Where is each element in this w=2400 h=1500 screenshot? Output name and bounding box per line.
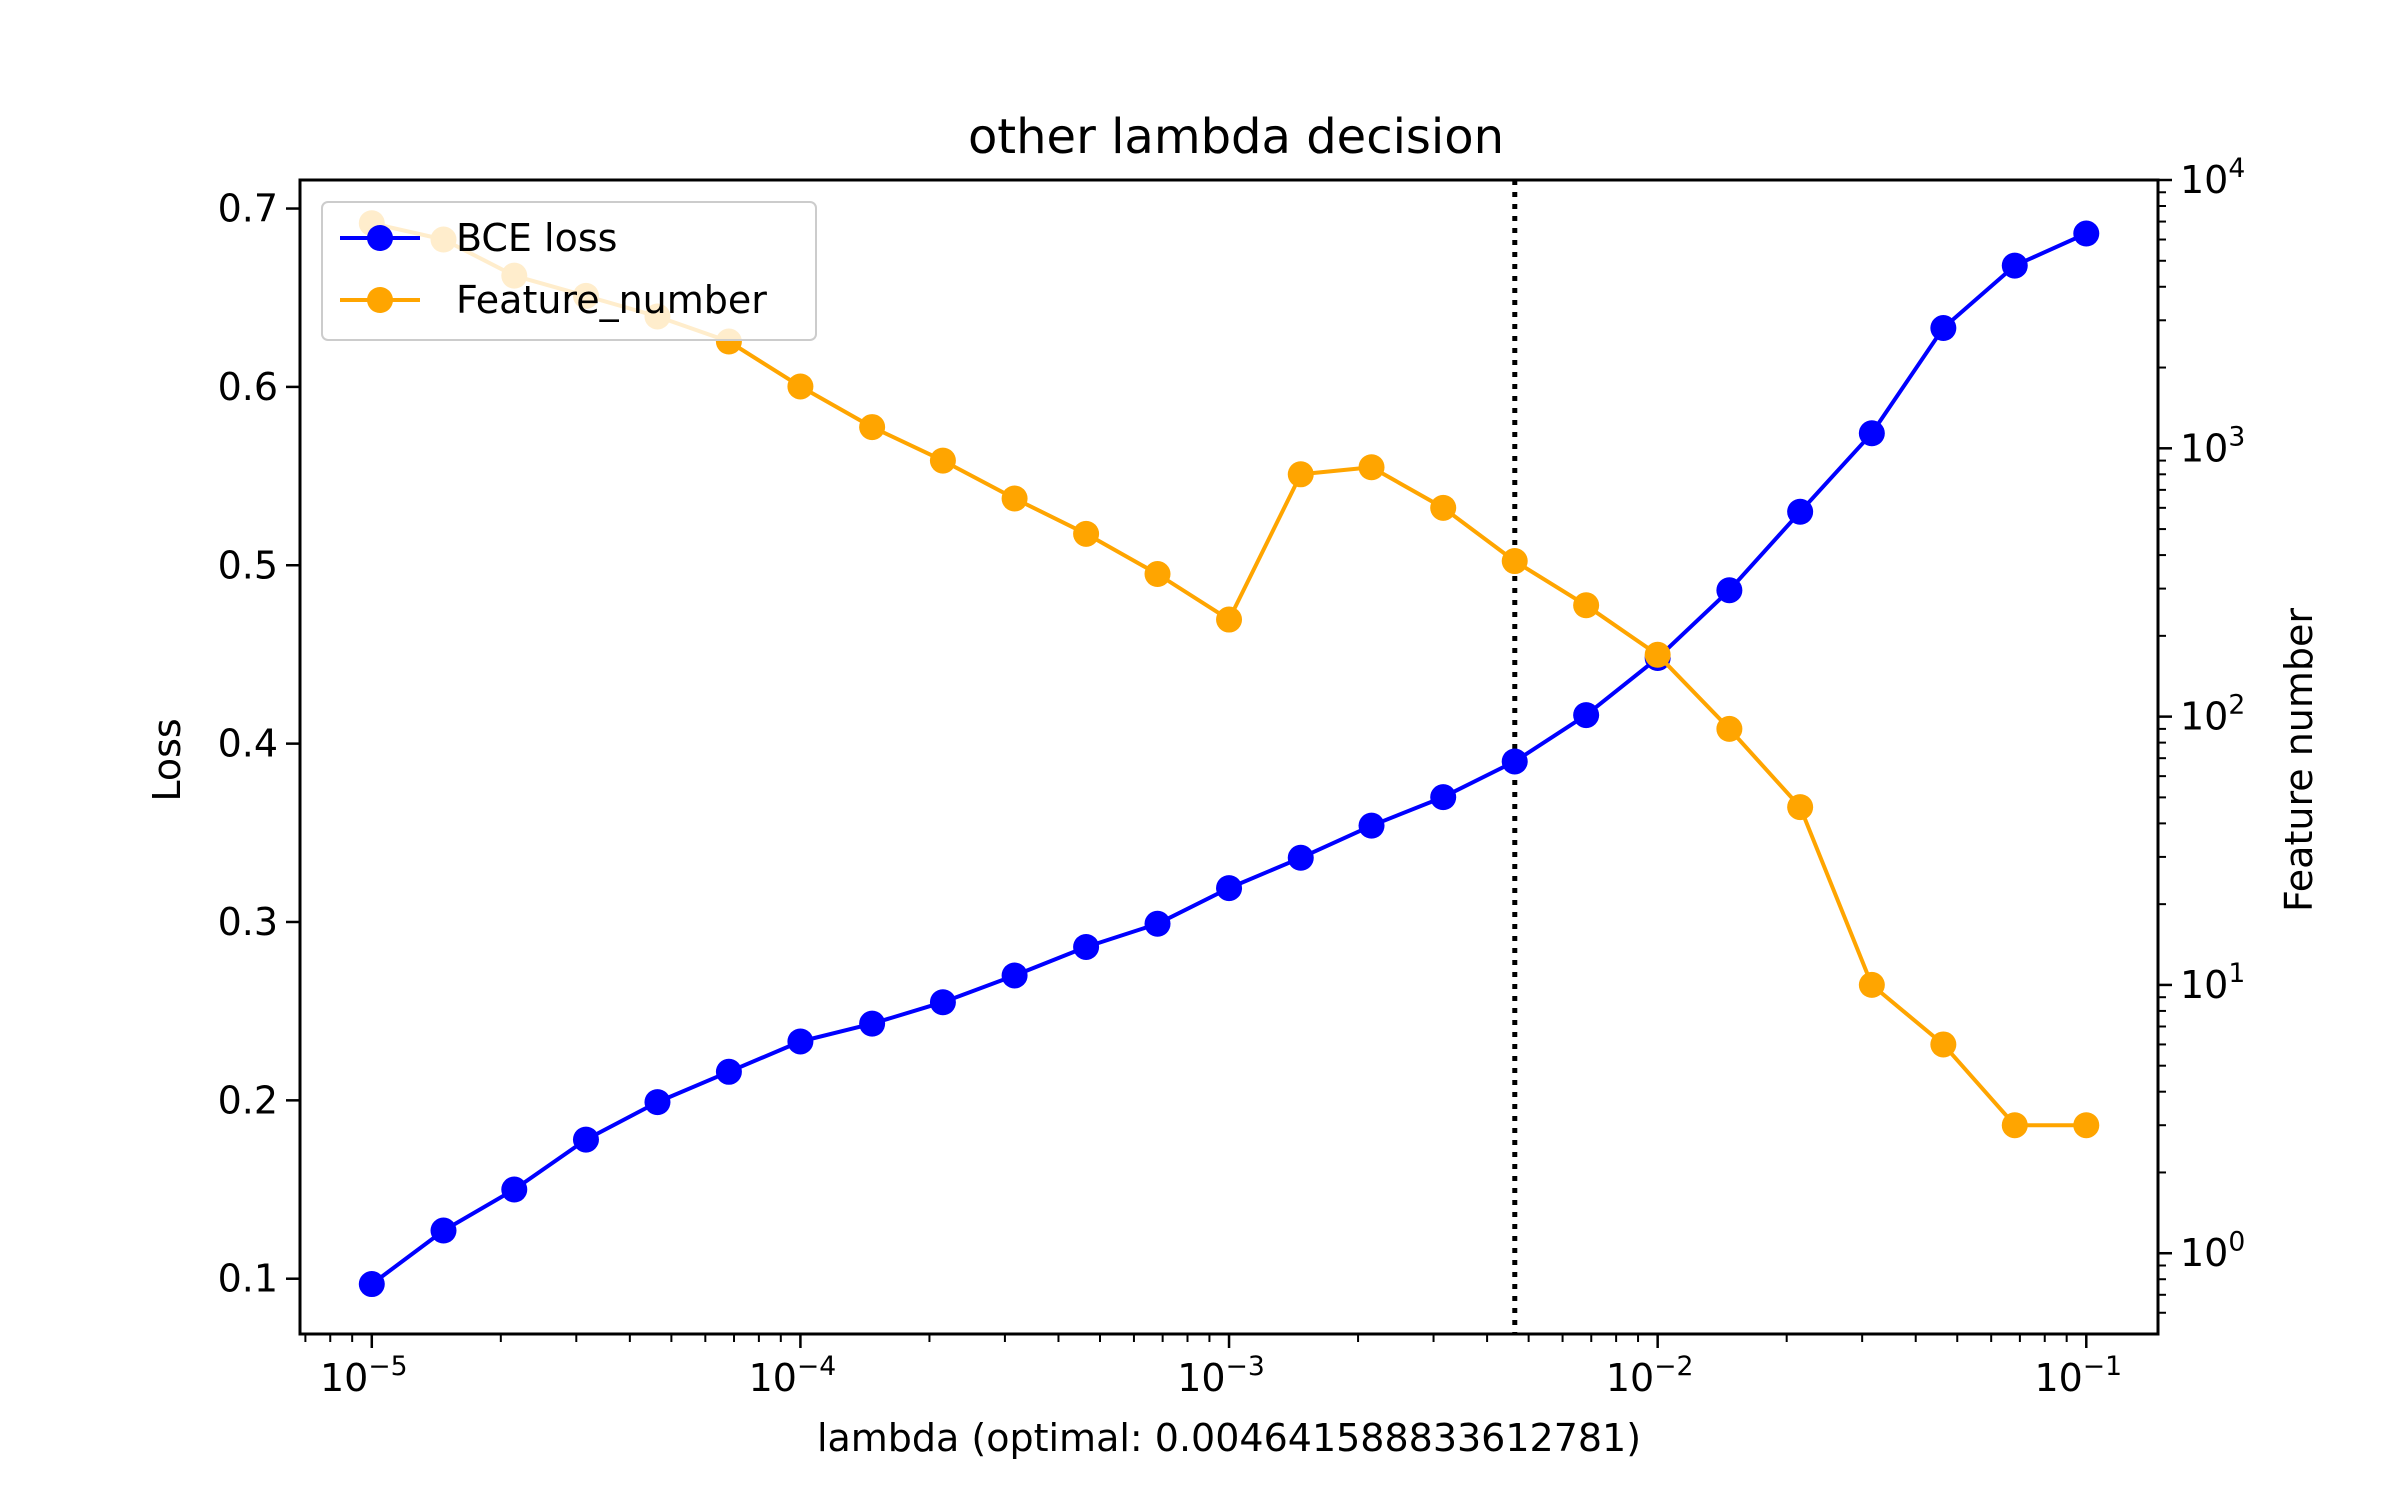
data-point-feature-number	[1858, 971, 1885, 998]
x-tick-label: 10−1	[2035, 1351, 2123, 1400]
y2-tick-label-exponent: 0	[2228, 1226, 2245, 1257]
y2-tick-label-base: 10	[2180, 1231, 2228, 1275]
x-tick-label-base: 10	[320, 1356, 368, 1400]
legend: BCE loss Feature_number	[321, 201, 817, 341]
data-point-bce-loss	[1501, 748, 1528, 775]
data-point-bce-loss	[1358, 812, 1385, 839]
x-tick-label: 10−5	[320, 1351, 408, 1400]
y2-tick-label: 102	[2180, 690, 2245, 739]
data-point-bce-loss	[1573, 702, 1600, 729]
y2-tick-label-exponent: 1	[2228, 958, 2245, 989]
x-tick-label-base: 10	[1177, 1356, 1225, 1400]
y2-tick-label: 101	[2180, 958, 2245, 1007]
data-point-bce-loss	[1073, 933, 1100, 960]
data-point-bce-loss	[1216, 875, 1243, 902]
data-point-bce-loss	[644, 1089, 671, 1116]
y-axis-label: Loss	[145, 718, 189, 801]
y-tick-label: 0.5	[218, 543, 278, 587]
data-point-feature-number	[1501, 548, 1528, 575]
y2-tick-label-base: 10	[2180, 426, 2228, 470]
data-point-feature-number	[1430, 494, 1457, 521]
data-point-bce-loss	[715, 1058, 742, 1085]
y2-axis-label: Feature number	[2277, 608, 2321, 912]
y-tick-label: 0.3	[218, 900, 278, 944]
data-point-feature-number	[1644, 641, 1671, 668]
data-point-feature-number	[1930, 1031, 1957, 1058]
x-tick-label-base: 10	[1606, 1356, 1654, 1400]
y2-tick-label-base: 10	[2180, 695, 2228, 739]
x-tick-label-base: 10	[749, 1356, 797, 1400]
x-tick-label-exponent: −2	[1654, 1351, 1693, 1382]
x-tick-label: 10−4	[749, 1351, 837, 1400]
data-point-bce-loss	[1287, 844, 1314, 871]
x-tick-label-exponent: −5	[368, 1351, 407, 1382]
data-point-feature-number	[1001, 485, 1028, 512]
y-axis-left: 0.1 0.2 0.3 0.4 0.5 0.6 0.7	[218, 187, 300, 1301]
data-point-bce-loss	[430, 1217, 457, 1244]
data-point-bce-loss	[787, 1028, 814, 1055]
y2-tick-label-base: 10	[2180, 963, 2228, 1007]
legend-marker-feature-number	[367, 287, 393, 313]
y2-tick-label: 100	[2180, 1226, 2245, 1275]
data-point-feature-number	[1787, 794, 1814, 821]
legend-label-bce-loss: BCE loss	[456, 216, 617, 260]
data-point-bce-loss	[572, 1126, 599, 1153]
data-point-feature-number	[1216, 606, 1243, 633]
y2-tick-label: 104	[2180, 153, 2245, 202]
data-point-bce-loss	[2001, 252, 2028, 279]
data-point-bce-loss	[2073, 220, 2100, 247]
data-point-feature-number	[1716, 715, 1743, 742]
x-axis: 10−5 10−4 10−3 10−2 10−1	[304, 1334, 2123, 1400]
x-tick-label-base: 10	[2035, 1356, 2083, 1400]
data-point-bce-loss	[859, 1010, 886, 1037]
data-point-bce-loss	[1858, 420, 1885, 447]
data-point-feature-number	[1073, 520, 1100, 547]
x-tick-label-exponent: −3	[1226, 1351, 1265, 1382]
legend-marker-bce-loss	[367, 225, 393, 251]
x-axis-label: lambda (optimal: 0.004641588833612781)	[817, 1416, 1641, 1460]
y2-tick-label-exponent: 2	[2228, 690, 2245, 721]
x-tick-label: 10−2	[1606, 1351, 1694, 1400]
data-point-feature-number	[787, 373, 814, 400]
y-tick-label: 0.4	[218, 722, 278, 766]
data-point-feature-number	[1573, 592, 1600, 619]
data-point-feature-number	[2001, 1112, 2028, 1139]
chart-title: other lambda decision	[968, 109, 1504, 165]
legend-box	[321, 201, 817, 341]
y2-tick-label: 103	[2180, 421, 2245, 470]
data-point-feature-number	[859, 414, 886, 441]
data-point-bce-loss	[1001, 962, 1028, 989]
x-tick-label-exponent: −1	[2083, 1351, 2122, 1382]
data-point-bce-loss	[1930, 315, 1957, 342]
data-point-feature-number	[1358, 454, 1385, 481]
data-point-bce-loss	[1716, 577, 1743, 604]
y-tick-label: 0.7	[218, 187, 278, 231]
x-tick-label: 10−3	[1177, 1351, 1265, 1400]
data-point-bce-loss	[501, 1176, 528, 1203]
y2-tick-label-exponent: 4	[2228, 153, 2245, 184]
data-point-bce-loss	[1144, 910, 1171, 937]
data-point-bce-loss	[1430, 784, 1457, 811]
data-point-feature-number	[1287, 461, 1314, 488]
y2-tick-label-exponent: 3	[2228, 421, 2245, 452]
y2-tick-label-base: 10	[2180, 158, 2228, 202]
y-tick-label: 0.1	[218, 1257, 278, 1301]
data-point-feature-number	[1144, 561, 1171, 588]
data-point-feature-number	[929, 447, 956, 474]
legend-label-feature-number: Feature_number	[456, 278, 767, 322]
data-point-bce-loss	[1787, 498, 1814, 525]
data-point-bce-loss	[358, 1271, 385, 1298]
data-point-bce-loss	[929, 989, 956, 1016]
y-tick-label: 0.6	[218, 365, 278, 409]
x-tick-label-exponent: −4	[797, 1351, 836, 1382]
y-tick-label: 0.2	[218, 1078, 278, 1122]
data-point-feature-number	[2073, 1112, 2100, 1139]
